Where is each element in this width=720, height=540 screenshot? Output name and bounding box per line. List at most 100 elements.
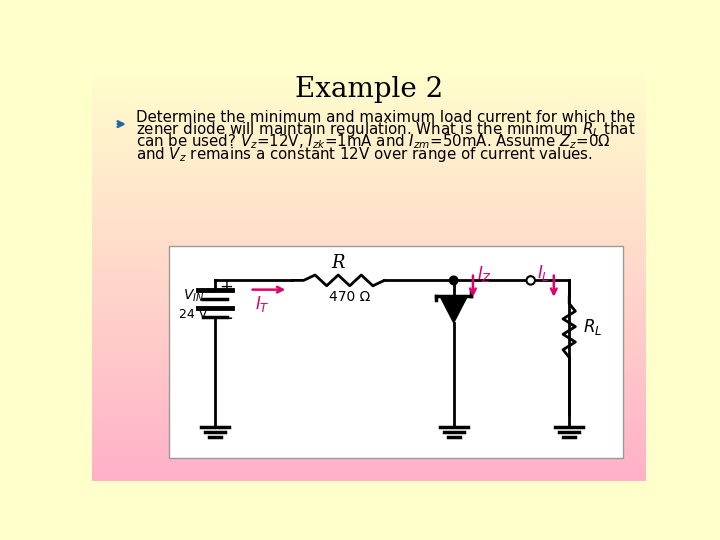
Bar xyxy=(92,282,647,287)
Bar xyxy=(92,71,647,75)
Bar xyxy=(92,275,647,280)
Text: +: + xyxy=(219,278,233,295)
Bar xyxy=(92,68,647,72)
Text: $V_{IN}$: $V_{IN}$ xyxy=(183,288,204,304)
Text: −: − xyxy=(218,310,233,328)
Circle shape xyxy=(449,276,458,285)
Bar xyxy=(92,237,647,241)
Bar xyxy=(92,314,647,318)
Bar xyxy=(92,112,647,117)
Bar xyxy=(92,199,647,204)
Bar xyxy=(92,341,647,346)
Bar xyxy=(92,442,647,446)
Bar xyxy=(92,359,647,363)
Bar xyxy=(92,462,647,467)
Bar xyxy=(92,473,647,477)
Text: R: R xyxy=(331,254,345,273)
Text: $I_Z$: $I_Z$ xyxy=(477,264,492,284)
Bar xyxy=(92,130,647,134)
Bar xyxy=(92,338,647,342)
Bar xyxy=(92,379,647,383)
Bar xyxy=(92,231,647,234)
Bar xyxy=(92,224,647,228)
Text: and $V_z$ remains a constant 12V over range of current values.: and $V_z$ remains a constant 12V over ra… xyxy=(137,145,593,164)
Bar xyxy=(92,102,647,106)
Bar xyxy=(92,144,647,148)
Bar xyxy=(92,126,647,131)
Bar xyxy=(92,234,647,238)
Bar xyxy=(92,459,647,463)
Bar xyxy=(92,452,647,456)
Bar xyxy=(92,171,647,176)
Bar xyxy=(92,189,647,193)
Bar xyxy=(92,175,647,179)
Bar xyxy=(92,64,647,68)
Bar xyxy=(92,75,647,79)
Bar xyxy=(92,320,647,325)
Bar xyxy=(92,92,647,96)
Bar xyxy=(92,345,647,349)
Bar xyxy=(92,449,647,453)
Bar xyxy=(92,373,647,377)
Bar xyxy=(92,386,647,390)
Bar xyxy=(92,161,647,165)
Polygon shape xyxy=(440,296,467,323)
Bar xyxy=(92,248,647,252)
Text: Example 2: Example 2 xyxy=(295,76,443,103)
Bar xyxy=(92,307,647,311)
Text: Determine the minimum and maximum load current for which the: Determine the minimum and maximum load c… xyxy=(137,110,636,125)
Bar xyxy=(92,258,647,262)
Text: $I_T$: $I_T$ xyxy=(256,294,270,314)
Bar xyxy=(92,476,647,481)
Bar xyxy=(92,303,647,307)
Bar xyxy=(92,393,647,397)
Bar xyxy=(92,286,647,290)
Bar xyxy=(92,310,647,314)
Bar xyxy=(92,469,647,474)
Text: 24 V: 24 V xyxy=(179,308,207,321)
Bar xyxy=(92,438,647,442)
Bar xyxy=(92,421,647,425)
Bar xyxy=(92,244,647,248)
Circle shape xyxy=(526,276,535,285)
Bar xyxy=(92,369,647,373)
Bar xyxy=(92,213,647,217)
Bar xyxy=(92,403,647,408)
Bar xyxy=(92,410,647,415)
Bar xyxy=(92,99,647,103)
Bar xyxy=(92,202,647,207)
Bar xyxy=(92,192,647,197)
Bar xyxy=(92,456,647,460)
Text: zener diode will maintain regulation. What is the minimum $R_L$ that: zener diode will maintain regulation. Wh… xyxy=(137,120,636,139)
Bar xyxy=(92,407,647,411)
Bar xyxy=(92,435,647,439)
Bar xyxy=(92,362,647,366)
Text: can be used? $V_z$=12V, $I_{zk}$=1mA and $I_{zm}$=50mA. Assume $Z_z$=0$\Omega$: can be used? $V_z$=12V, $I_{zk}$=1mA and… xyxy=(137,132,611,151)
Bar xyxy=(92,185,647,190)
Bar xyxy=(92,154,647,158)
Bar xyxy=(92,151,647,155)
Bar xyxy=(92,445,647,449)
Bar xyxy=(92,390,647,394)
Bar xyxy=(92,168,647,172)
Bar xyxy=(92,383,647,387)
Bar xyxy=(92,327,647,332)
Bar xyxy=(92,165,647,168)
Bar xyxy=(92,424,647,429)
Bar xyxy=(92,158,647,162)
Bar xyxy=(92,317,647,321)
Bar xyxy=(92,251,647,255)
Text: $R_L$: $R_L$ xyxy=(583,316,603,336)
Bar xyxy=(92,414,647,418)
Bar xyxy=(92,147,647,151)
Bar xyxy=(92,195,647,200)
Bar xyxy=(92,293,647,297)
Bar xyxy=(92,82,647,85)
Bar xyxy=(92,217,647,221)
Bar xyxy=(92,116,647,120)
Bar xyxy=(92,220,647,224)
Bar xyxy=(92,272,647,276)
Bar xyxy=(92,261,647,266)
Bar xyxy=(92,428,647,432)
Bar xyxy=(92,466,647,470)
